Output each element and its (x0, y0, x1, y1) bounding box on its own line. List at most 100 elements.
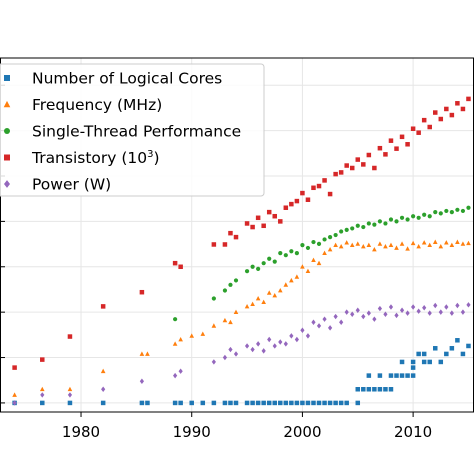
data-point (327, 325, 333, 331)
data-point (322, 237, 327, 242)
data-point (427, 214, 432, 219)
data-point (372, 222, 377, 227)
data-point (410, 365, 416, 370)
data-point (411, 214, 416, 219)
x-axis: 1980 1990 2000 2010 (62, 412, 432, 441)
data-point (316, 323, 322, 329)
data-point (189, 333, 195, 338)
legend-label: Frequency (MHz) (32, 96, 162, 114)
data-point (228, 319, 233, 325)
data-point (228, 400, 233, 406)
data-point (233, 309, 239, 315)
data-point (416, 243, 421, 249)
data-point (350, 311, 355, 317)
data-point (272, 400, 277, 406)
data-point (316, 400, 322, 406)
data-point (361, 313, 366, 320)
data-point (455, 101, 460, 106)
data-point (355, 400, 361, 406)
data-point (344, 163, 349, 168)
data-point (139, 351, 145, 356)
data-point (438, 211, 443, 216)
data-point (283, 205, 289, 210)
data-point (250, 400, 255, 406)
data-point (100, 400, 106, 406)
data-point (244, 304, 250, 309)
data-point (272, 259, 277, 264)
data-point (222, 400, 228, 406)
data-point (189, 400, 194, 406)
data-point (139, 378, 145, 384)
data-point (344, 240, 350, 245)
data-point (455, 207, 460, 212)
series-2 (173, 205, 471, 322)
data-point (444, 240, 449, 245)
data-point (377, 305, 383, 312)
x-tick-label: 1990 (173, 423, 211, 441)
data-point (460, 241, 466, 246)
data-point (40, 392, 45, 398)
data-point (178, 368, 183, 374)
legend-label: Number of Logical Cores (32, 70, 222, 88)
data-point (460, 208, 466, 214)
data-point (333, 242, 338, 248)
data-point (327, 400, 333, 406)
data-point (311, 239, 316, 245)
data-point (383, 221, 388, 226)
data-point (399, 215, 405, 220)
data-point (421, 351, 427, 357)
data-point (366, 373, 372, 378)
data-point (283, 282, 289, 287)
data-point (422, 212, 427, 217)
data-point (244, 221, 250, 226)
data-point (421, 117, 427, 123)
data-point (410, 359, 416, 365)
data-point (339, 319, 344, 325)
data-point (361, 224, 366, 230)
data-point (338, 170, 344, 175)
data-point (178, 336, 183, 342)
data-point (466, 302, 471, 308)
data-point (460, 351, 466, 357)
data-point (40, 400, 45, 406)
data-point (222, 288, 228, 293)
data-point (422, 305, 427, 311)
data-point (455, 239, 460, 244)
data-point (12, 392, 17, 397)
data-point (427, 124, 432, 130)
data-point (289, 249, 294, 254)
data-point (289, 201, 294, 207)
data-point (344, 309, 349, 315)
data-point (39, 386, 45, 392)
data-point (211, 296, 216, 301)
data-point (449, 242, 455, 248)
legend: Number of Logical Cores Frequency (MHz) Si… (0, 63, 265, 197)
data-point (344, 227, 349, 232)
data-point (405, 142, 410, 147)
data-point (344, 400, 349, 406)
data-point (466, 96, 471, 102)
legend-marker (3, 100, 11, 108)
data-point (100, 304, 106, 309)
x-tick-label: 2010 (394, 423, 432, 441)
data-point (360, 243, 366, 249)
data-point (316, 241, 322, 246)
legend-marker (4, 180, 10, 188)
data-point (339, 229, 344, 234)
data-point (211, 323, 217, 328)
data-point (311, 319, 316, 325)
data-point (449, 346, 455, 351)
data-point (366, 152, 372, 158)
data-point (449, 310, 454, 316)
data-point (405, 217, 410, 222)
data-point (278, 251, 283, 256)
data-point (399, 307, 405, 314)
data-point (283, 341, 288, 347)
data-point (261, 299, 266, 305)
data-point (366, 221, 371, 226)
data-point (383, 243, 388, 249)
data-point (411, 304, 416, 310)
data-point (322, 178, 327, 183)
data-point (101, 386, 106, 392)
data-point (333, 400, 338, 406)
